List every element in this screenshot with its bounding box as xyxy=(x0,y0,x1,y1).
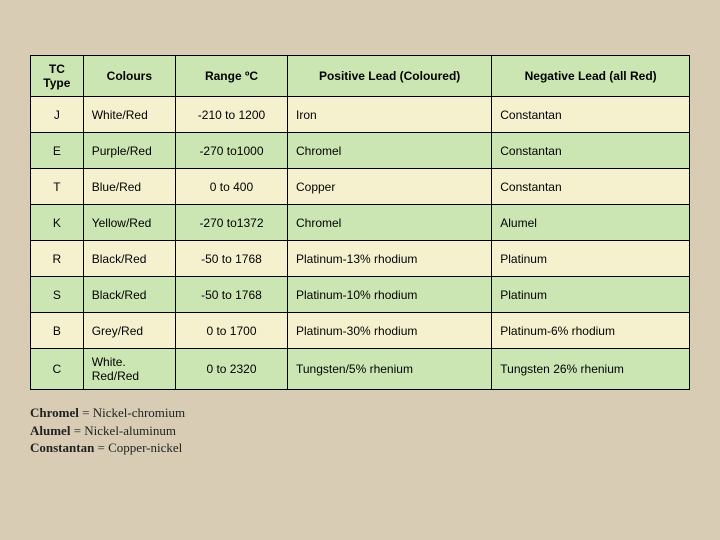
table-row: EPurple/Red-270 to1000ChromelConstantan xyxy=(31,133,690,169)
table-row: TBlue/Red0 to 400CopperConstantan xyxy=(31,169,690,205)
cell-type: T xyxy=(31,169,84,205)
thermocouple-table: TC TypeColoursRange ºCPositive Lead (Col… xyxy=(30,55,690,390)
cell-range: -50 to 1768 xyxy=(175,241,287,277)
cell-type: B xyxy=(31,313,84,349)
col-header-pos: Positive Lead (Coloured) xyxy=(287,56,491,97)
cell-pos: Iron xyxy=(287,97,491,133)
cell-pos: Tungsten/5% rhenium xyxy=(287,349,491,390)
cell-type: E xyxy=(31,133,84,169)
cell-range: 0 to 1700 xyxy=(175,313,287,349)
cell-pos: Platinum-13% rhodium xyxy=(287,241,491,277)
cell-type: C xyxy=(31,349,84,390)
cell-type: S xyxy=(31,277,84,313)
cell-neg: Tungsten 26% rhenium xyxy=(492,349,690,390)
col-header-neg: Negative Lead (all Red) xyxy=(492,56,690,97)
cell-range: -270 to1372 xyxy=(175,205,287,241)
cell-pos: Copper xyxy=(287,169,491,205)
table-row: BGrey/Red0 to 1700Platinum-30% rhodiumPl… xyxy=(31,313,690,349)
footnote-line: Chromel = Nickel-chromium xyxy=(30,404,690,422)
table-row: KYellow/Red-270 to1372ChromelAlumel xyxy=(31,205,690,241)
cell-type: R xyxy=(31,241,84,277)
col-header-range: Range ºC xyxy=(175,56,287,97)
footnote-line: Constantan = Copper-nickel xyxy=(30,439,690,457)
table-body: JWhite/Red-210 to 1200IronConstantanEPur… xyxy=(31,97,690,390)
col-header-colours: Colours xyxy=(83,56,175,97)
table-row: SBlack/Red-50 to 1768Platinum-10% rhodiu… xyxy=(31,277,690,313)
table-row: RBlack/Red-50 to 1768Platinum-13% rhodiu… xyxy=(31,241,690,277)
cell-colours: Black/Red xyxy=(83,241,175,277)
cell-range: -50 to 1768 xyxy=(175,277,287,313)
cell-colours: Yellow/Red xyxy=(83,205,175,241)
cell-colours: White. Red/Red xyxy=(83,349,175,390)
footnote-line: Alumel = Nickel-aluminum xyxy=(30,422,690,440)
cell-neg: Constantan xyxy=(492,97,690,133)
cell-colours: Grey/Red xyxy=(83,313,175,349)
cell-range: 0 to 400 xyxy=(175,169,287,205)
cell-pos: Platinum-30% rhodium xyxy=(287,313,491,349)
cell-pos: Chromel xyxy=(287,133,491,169)
cell-neg: Constantan xyxy=(492,133,690,169)
cell-neg: Constantan xyxy=(492,169,690,205)
table-header: TC TypeColoursRange ºCPositive Lead (Col… xyxy=(31,56,690,97)
cell-colours: Purple/Red xyxy=(83,133,175,169)
cell-neg: Alumel xyxy=(492,205,690,241)
cell-pos: Chromel xyxy=(287,205,491,241)
cell-colours: Blue/Red xyxy=(83,169,175,205)
cell-type: K xyxy=(31,205,84,241)
cell-type: J xyxy=(31,97,84,133)
cell-colours: White/Red xyxy=(83,97,175,133)
table-row: JWhite/Red-210 to 1200IronConstantan xyxy=(31,97,690,133)
col-header-type: TC Type xyxy=(31,56,84,97)
cell-neg: Platinum-6% rhodium xyxy=(492,313,690,349)
cell-neg: Platinum xyxy=(492,241,690,277)
cell-range: -270 to1000 xyxy=(175,133,287,169)
cell-colours: Black/Red xyxy=(83,277,175,313)
cell-neg: Platinum xyxy=(492,277,690,313)
cell-range: -210 to 1200 xyxy=(175,97,287,133)
table-row: CWhite. Red/Red0 to 2320Tungsten/5% rhen… xyxy=(31,349,690,390)
footnotes: Chromel = Nickel-chromiumAlumel = Nickel… xyxy=(30,404,690,457)
cell-range: 0 to 2320 xyxy=(175,349,287,390)
cell-pos: Platinum-10% rhodium xyxy=(287,277,491,313)
